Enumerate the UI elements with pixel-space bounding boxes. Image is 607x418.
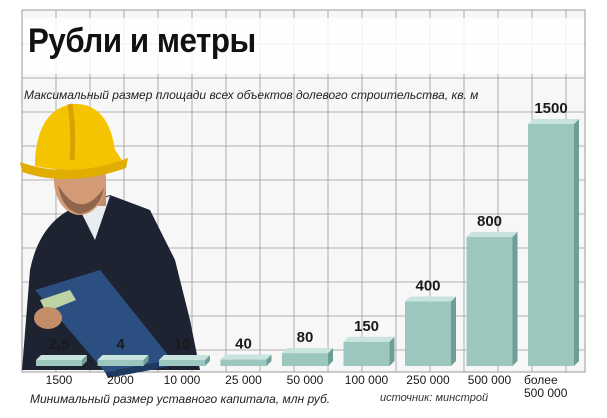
- bar-value-label: 1500: [534, 100, 567, 117]
- bar-side: [82, 355, 87, 366]
- bar-side: [389, 336, 395, 366]
- category-label: 100 000: [345, 373, 389, 387]
- category-label: 2000: [107, 373, 134, 387]
- helmet-ridge: [67, 103, 76, 161]
- category-label: 25 000: [225, 373, 262, 387]
- y-axis-caption: Максимальный размер площади всех объекто…: [24, 88, 479, 102]
- category-label: 10 000: [164, 373, 201, 387]
- bar: [343, 341, 390, 366]
- bar-side: [328, 348, 333, 366]
- bar: [405, 301, 451, 366]
- bar: [282, 353, 328, 366]
- bar-side: [266, 354, 272, 366]
- bar-value-label: 40: [235, 336, 252, 353]
- bar-top: [220, 354, 272, 360]
- bar-top: [36, 355, 87, 360]
- helmet-icon: [35, 103, 122, 170]
- beard: [58, 185, 104, 214]
- bar: [220, 359, 267, 366]
- bar-top: [466, 231, 518, 237]
- bar-value-label: 800: [477, 213, 502, 230]
- bar-value-label: 2,5: [49, 336, 70, 353]
- helmet-brim: [20, 158, 128, 180]
- bar-top: [343, 336, 395, 342]
- title-band: [23, 18, 584, 74]
- source-note: источник: минстрой: [380, 392, 489, 404]
- value-labels-layer: 2,5 4 10 40 80 150 400 800 1500: [49, 100, 568, 353]
- folder-edge: [105, 360, 172, 378]
- builder-illustration: [20, 103, 200, 378]
- bar: [528, 124, 574, 366]
- bar-top: [97, 355, 149, 360]
- bar-top: [405, 296, 456, 302]
- bar-top: [528, 119, 579, 124]
- bar-side: [205, 355, 210, 366]
- bar-side: [143, 355, 149, 366]
- category-labels-layer: 1500 2000 10 000 25 000 50 000 100 000 250 000…: [46, 373, 568, 400]
- bar-side: [574, 119, 579, 366]
- bar: [36, 360, 82, 366]
- x-axis-caption: Минимальный размер уставного капитала, м…: [30, 392, 331, 406]
- bar-value-label: 150: [354, 318, 379, 335]
- category-label: 1500: [46, 373, 73, 387]
- category-label: 250 000: [406, 373, 450, 387]
- bar-side: [512, 231, 518, 366]
- banknotes: [40, 290, 76, 312]
- bars-layer: [36, 119, 579, 366]
- bar-top: [159, 355, 210, 360]
- bar-value-label: 80: [297, 329, 314, 346]
- bar-value-label: 10: [174, 336, 191, 353]
- chart-title: Рубли и метры: [28, 22, 256, 60]
- bar-top: [282, 348, 333, 354]
- bar-value-label: 400: [415, 277, 440, 294]
- hand: [34, 307, 62, 329]
- category-label: 50 000: [287, 373, 324, 387]
- category-label: 500 000: [468, 373, 512, 387]
- bar: [159, 360, 205, 366]
- bar-value-label: 4: [116, 336, 125, 353]
- bar: [466, 236, 513, 366]
- bar-side: [451, 296, 456, 366]
- category-label: более 500 000: [524, 373, 568, 400]
- bar: [97, 360, 144, 366]
